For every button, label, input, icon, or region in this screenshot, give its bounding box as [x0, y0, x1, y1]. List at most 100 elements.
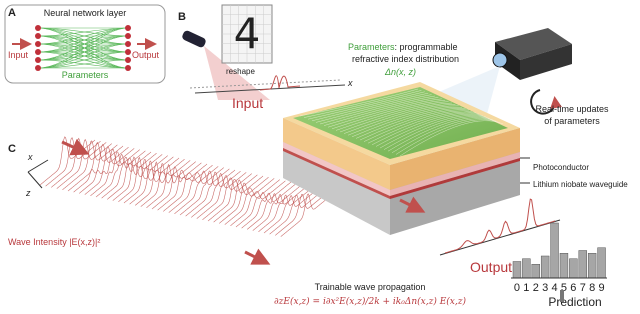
- title: Neural network layer: [44, 8, 127, 18]
- x-axis: [27, 159, 49, 173]
- wave-trace: [235, 181, 292, 228]
- wave-trace: [219, 178, 275, 224]
- pattern-line: [379, 115, 487, 149]
- propagation-title: Trainable wave propagation: [315, 282, 426, 292]
- pattern-line: [351, 106, 463, 138]
- arrow: [61, 138, 90, 156]
- bar-label: 1: [523, 282, 529, 294]
- waveguide-left: [283, 148, 390, 199]
- projector-side: [495, 42, 520, 80]
- parameters-label: Parameters: [62, 70, 109, 80]
- laser: [182, 30, 206, 48]
- wave-trace: [45, 137, 101, 187]
- wave-trace: [123, 157, 180, 204]
- wave-trace: [179, 169, 236, 216]
- wave-trace: [107, 154, 163, 200]
- connection: [37, 27, 129, 69]
- parameters-text: Parameters: programmable: [348, 42, 458, 52]
- bar-label: 7: [580, 282, 586, 294]
- wave-trace: [56, 138, 112, 189]
- pattern-line: [359, 109, 470, 141]
- photoconductor-left: [283, 118, 390, 190]
- wave-trace: [95, 151, 152, 198]
- pattern-line: [299, 88, 419, 117]
- wave-trace: [101, 152, 157, 199]
- neuron: [35, 25, 41, 31]
- pattern-line: [383, 116, 490, 150]
- bar: [531, 264, 540, 279]
- wave-trace: [73, 143, 129, 193]
- pattern-line: [387, 117, 493, 152]
- pattern-line: [375, 113, 483, 147]
- pattern-line: [315, 94, 432, 123]
- bar-label: 5: [561, 282, 567, 294]
- neuron: [125, 49, 131, 55]
- pattern-line: [323, 97, 439, 126]
- layer-left: [283, 142, 390, 196]
- updates-line1: Real-time updates: [535, 104, 609, 114]
- parameters-line2: refractive index distribution: [352, 54, 459, 64]
- wave-trace: [112, 155, 168, 201]
- neuron: [125, 41, 131, 47]
- wave-trace: [168, 167, 224, 213]
- arrow: [244, 248, 271, 265]
- neuron: [35, 65, 41, 71]
- wave-trace: [241, 182, 297, 229]
- parameters-name: Parameters: [348, 42, 395, 52]
- input-label: Input: [232, 95, 263, 111]
- wave-trace: [62, 140, 118, 191]
- pattern-line: [343, 104, 456, 134]
- wave-trace: [118, 156, 174, 203]
- bar-label: 0: [514, 282, 520, 294]
- wave-trace: [191, 172, 247, 218]
- pattern-line: [367, 111, 476, 144]
- neuron: [35, 49, 41, 55]
- wave-trace: [151, 163, 208, 210]
- wave-trace: [213, 176, 269, 223]
- axis-label: x: [27, 152, 33, 162]
- pattern-line: [347, 105, 459, 136]
- pattern-line: [331, 99, 446, 130]
- parameters-desc: : programmable: [395, 42, 458, 52]
- bar-label: 9: [598, 282, 604, 294]
- pattern-line: [371, 112, 480, 146]
- pattern-lines: [299, 88, 504, 157]
- wave-trace: [196, 173, 252, 219]
- digit-grid: [222, 5, 272, 63]
- wave-trace: [140, 161, 196, 207]
- bar: [559, 253, 569, 279]
- reshape-label: reshape: [226, 67, 255, 76]
- pattern-line: [391, 118, 497, 154]
- wave-trace: [146, 162, 202, 209]
- neuron: [125, 57, 131, 63]
- wave-trace: [207, 175, 264, 222]
- network: [35, 25, 131, 71]
- bar: [512, 261, 522, 279]
- bar: [550, 222, 559, 279]
- output-label: Output: [470, 259, 512, 275]
- bar-label: 8: [589, 282, 595, 294]
- wave-trace: [252, 185, 308, 231]
- bar: [522, 258, 531, 279]
- wave-trace: [67, 141, 124, 192]
- wave-trace: [79, 146, 135, 194]
- neuron: [125, 65, 131, 71]
- wave-trace: [263, 187, 320, 234]
- wave-trace: [247, 184, 303, 230]
- bar-label: 2: [533, 282, 539, 294]
- wave-intensity: [39, 136, 336, 237]
- photoconductor-right: [390, 128, 520, 190]
- bar: [597, 247, 606, 279]
- output-profile: [444, 198, 556, 254]
- waveguide-label: Lithium niobate waveguide: [533, 180, 628, 189]
- wave-trace: [269, 188, 325, 235]
- pattern-line: [363, 110, 473, 142]
- neuron: [35, 33, 41, 39]
- line: [189, 79, 341, 89]
- projector-top: [495, 28, 572, 60]
- axis-label: x: [347, 78, 353, 88]
- equation: ∂zE(x,z) = i∂x²E(x,z)/2k + ik₀Δn(x,z) E(…: [274, 296, 466, 307]
- waveguide-right: [390, 158, 520, 199]
- pattern-line: [339, 102, 453, 133]
